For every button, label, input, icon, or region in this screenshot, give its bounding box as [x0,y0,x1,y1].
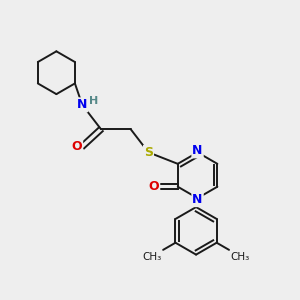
Text: S: S [144,146,153,159]
Text: S: S [144,146,153,159]
Text: CH₃: CH₃ [230,252,250,262]
Text: H: H [89,96,98,106]
Text: N: N [77,98,87,111]
Text: N: N [192,144,203,158]
Text: CH₃: CH₃ [142,252,162,262]
Text: O: O [72,140,82,153]
Text: O: O [148,180,159,193]
Text: N: N [192,193,203,206]
